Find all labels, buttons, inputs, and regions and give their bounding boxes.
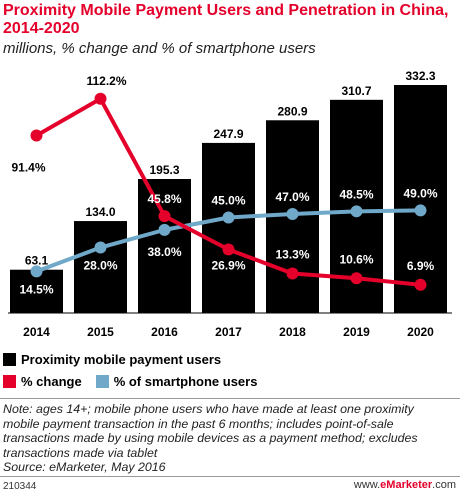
change-point-2019 (350, 272, 363, 285)
change-label-2016: 45.8% (147, 192, 181, 206)
x-tick-2014: 2014 (23, 325, 50, 339)
chart-note: Note: ages 14+; mobile phone users who h… (3, 402, 453, 475)
change-point-2014 (30, 129, 43, 142)
change-point-2016 (158, 210, 171, 223)
smartphone-point-2015 (94, 241, 107, 254)
bar-2015 (74, 221, 127, 313)
bar-2020 (394, 85, 447, 313)
x-tick-2016: 2016 (151, 325, 178, 339)
change-point-2018 (286, 267, 299, 280)
bar-label-2015: 134.0 (85, 205, 115, 219)
x-tick-2020: 2020 (407, 325, 434, 339)
note-text: Note: ages 14+; mobile phone users who h… (3, 402, 418, 460)
smartphone-point-2019 (350, 205, 363, 218)
x-tick-2015: 2015 (87, 325, 114, 339)
brand-prefix: www. (353, 479, 381, 491)
change-label-2014: 91.4% (11, 161, 45, 175)
smartphone-label-2016: 38.0% (147, 245, 181, 259)
change-point-2017 (222, 243, 235, 256)
legend-label-change: % change (21, 374, 82, 389)
smartphone-label-2019: 48.5% (339, 187, 373, 201)
divider (0, 398, 460, 399)
legend-row-2: % change % of smartphone users (3, 374, 271, 389)
bar-label-2018: 280.9 (277, 104, 307, 118)
legend-label-smartphone: % of smartphone users (113, 374, 258, 389)
change-label-2020: 6.9% (407, 259, 435, 273)
legend-label-users: Proximity mobile payment users (21, 352, 222, 367)
change-label-2015: 112.2% (86, 74, 126, 88)
smartphone-label-2020: 49.0% (403, 186, 437, 200)
legend-item-users: Proximity mobile payment users (3, 352, 221, 367)
legend-row-1: Proximity mobile payment users (3, 352, 235, 367)
legend-swatch-change (3, 375, 16, 388)
footer-divider (0, 476, 460, 477)
bar-label-2017: 247.9 (213, 127, 243, 141)
smartphone-label-2015: 28.0% (83, 259, 117, 273)
source-text: Source: eMarketer, May 2016 (3, 460, 166, 474)
legend-swatch-users (3, 353, 16, 366)
legend-item-change: % change (3, 374, 82, 389)
smartphone-point-2018 (286, 207, 299, 220)
bar-label-2019: 310.7 (341, 84, 371, 98)
smartphone-point-2016 (158, 223, 171, 236)
brand-link[interactable]: www.eMarketer.com (354, 479, 456, 491)
smartphone-label-2017: 45.0% (211, 194, 245, 208)
chart-title: Proximity Mobile Payment Users and Penet… (3, 2, 449, 37)
legend-item-smartphone: % of smartphone users (95, 374, 258, 389)
chart-plot: 63.1 2014 134.0 2015 195.3 2016 247.9 2017 280.9… (8, 69, 452, 339)
chart-subtitle: millions, % change and % of smartphone u… (3, 40, 316, 57)
smartphone-point-2020 (414, 204, 427, 217)
chart-id: 210344 (3, 481, 37, 492)
change-label-2018: 13.3% (275, 248, 309, 262)
smartphone-point-2017 (222, 211, 235, 224)
x-tick-2019: 2019 (343, 325, 370, 339)
legend-swatch-smartphone (95, 375, 109, 388)
brand-main: eMarketer (380, 479, 433, 491)
bar-label-2020: 332.3 (405, 69, 435, 83)
change-label-2017: 26.9% (211, 258, 245, 272)
change-point-2015 (94, 92, 107, 105)
smartphone-point-2014 (30, 265, 43, 278)
x-tick-2017: 2017 (215, 325, 242, 339)
bar-label-2014: 63.1 (25, 254, 49, 268)
bar-2016 (138, 178, 191, 313)
x-tick-2018: 2018 (279, 325, 306, 339)
change-point-2020 (414, 278, 427, 291)
bar-label-2016: 195.3 (149, 163, 179, 177)
change-label-2019: 10.6% (339, 252, 373, 266)
brand-suffix: .com (432, 479, 456, 491)
smartphone-label-2018: 47.0% (275, 190, 309, 204)
smartphone-label-2014: 14.5% (19, 282, 53, 296)
bar-2017 (202, 142, 255, 313)
